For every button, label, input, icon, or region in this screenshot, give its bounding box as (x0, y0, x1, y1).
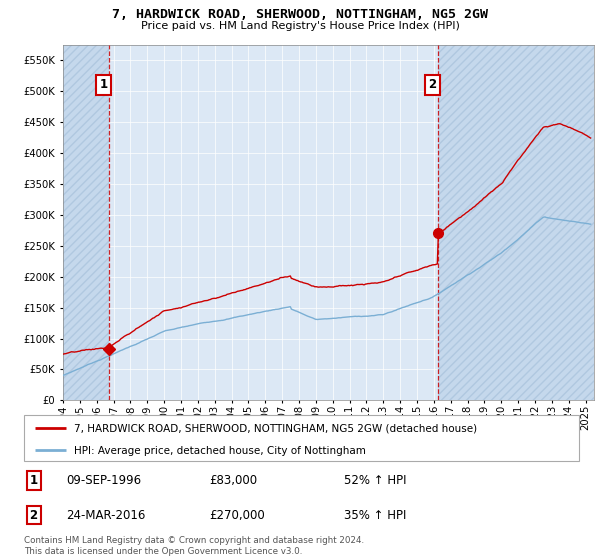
Text: HPI: Average price, detached house, City of Nottingham: HPI: Average price, detached house, City… (74, 446, 367, 456)
Text: 2: 2 (428, 78, 437, 91)
Text: 09-SEP-1996: 09-SEP-1996 (66, 474, 141, 487)
Text: Contains HM Land Registry data © Crown copyright and database right 2024.
This d: Contains HM Land Registry data © Crown c… (24, 536, 364, 556)
Text: 24-MAR-2016: 24-MAR-2016 (66, 508, 145, 521)
Text: 35% ↑ HPI: 35% ↑ HPI (344, 508, 406, 521)
Text: 2: 2 (29, 508, 38, 521)
FancyBboxPatch shape (24, 416, 580, 461)
Bar (63, 45, 109, 400)
Text: 7, HARDWICK ROAD, SHERWOOD, NOTTINGHAM, NG5 2GW: 7, HARDWICK ROAD, SHERWOOD, NOTTINGHAM, … (112, 8, 488, 21)
Text: 7, HARDWICK ROAD, SHERWOOD, NOTTINGHAM, NG5 2GW (detached house): 7, HARDWICK ROAD, SHERWOOD, NOTTINGHAM, … (74, 424, 478, 433)
Text: £83,000: £83,000 (209, 474, 257, 487)
Text: Price paid vs. HM Land Registry's House Price Index (HPI): Price paid vs. HM Land Registry's House … (140, 21, 460, 31)
Bar (438, 45, 594, 400)
Text: 1: 1 (29, 474, 38, 487)
Text: £270,000: £270,000 (209, 508, 265, 521)
Text: 52% ↑ HPI: 52% ↑ HPI (344, 474, 406, 487)
Text: 1: 1 (100, 78, 107, 91)
